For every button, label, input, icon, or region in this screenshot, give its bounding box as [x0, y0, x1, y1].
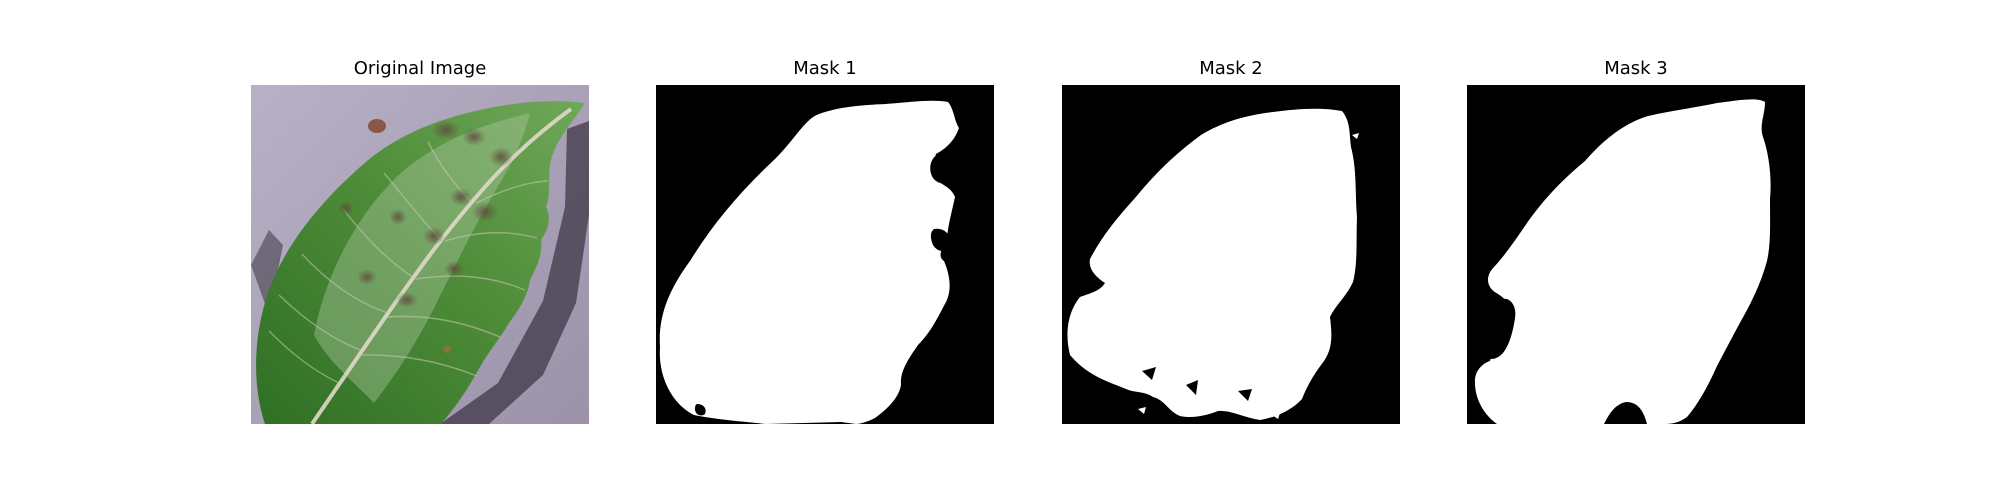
panel-mask-1: Mask 1	[656, 55, 994, 440]
mask-speck-1	[695, 404, 706, 416]
panel-mask-3: Mask 3	[1467, 55, 1805, 440]
panel-title-mask-1: Mask 1	[793, 58, 857, 79]
mask-3-image	[1467, 85, 1805, 424]
panel-title-mask-2: Mask 2	[1199, 58, 1263, 79]
panel-title-mask-3: Mask 3	[1604, 58, 1668, 79]
leaf-shadow	[251, 230, 283, 315]
mask-hole-left	[1481, 298, 1516, 359]
mask-region	[1474, 99, 1771, 424]
mask-notch-right-lower	[930, 228, 951, 251]
mask-2-image	[1062, 85, 1400, 424]
leaf-side-veins	[268, 141, 549, 384]
leaf	[256, 101, 585, 424]
mask-speck	[1517, 295, 1524, 302]
leaf-light-region	[314, 113, 530, 403]
panel-mask-2: Mask 2	[1062, 55, 1400, 440]
mask-hole-bottom	[1604, 402, 1647, 424]
original-image	[251, 85, 589, 424]
panel-title-original-image: Original Image	[353, 58, 487, 79]
mask-notch-right	[930, 155, 950, 184]
mask-1-image	[656, 85, 994, 424]
mask-region	[659, 100, 959, 424]
panel-original-image: Original Image	[251, 55, 589, 440]
leaf-spots	[338, 119, 513, 353]
mask-specks	[1142, 367, 1252, 401]
leaf-shadow-right	[440, 121, 589, 424]
mask-region	[1067, 108, 1357, 420]
